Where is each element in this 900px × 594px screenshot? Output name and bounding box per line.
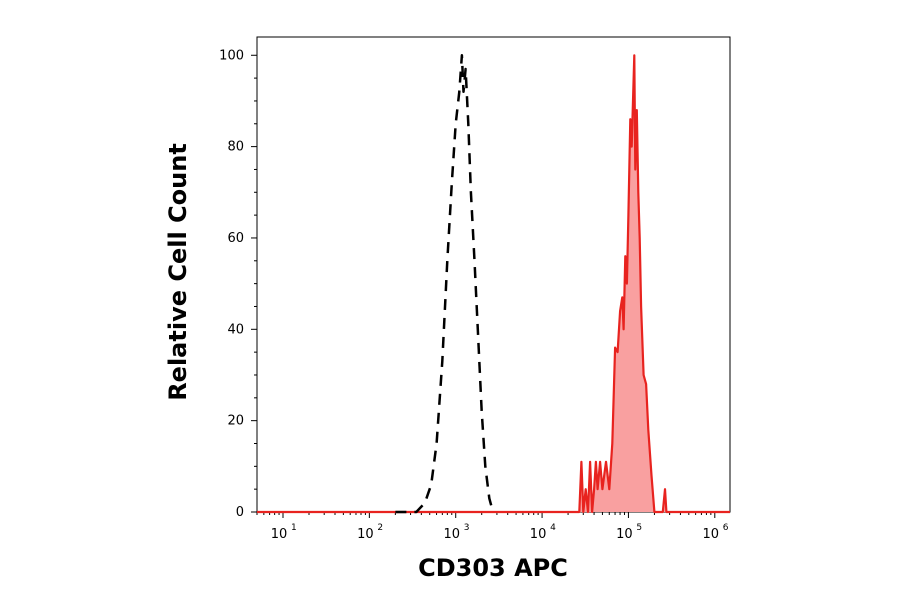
x-tick-label: 10 bbox=[443, 527, 460, 542]
x-axis-title: CD303 APC bbox=[418, 554, 568, 582]
x-tick-label: 10 bbox=[703, 527, 720, 542]
histogram-line-solid bbox=[257, 54, 730, 514]
y-tick-label: 20 bbox=[227, 414, 244, 429]
x-tick-label: 10 bbox=[271, 527, 288, 542]
x-tick-exponent: 6 bbox=[723, 523, 729, 533]
x-tick-exponent: 2 bbox=[377, 523, 383, 533]
y-axis-title: Relative Cell Count bbox=[164, 143, 192, 401]
y-tick-label: 0 bbox=[236, 505, 244, 520]
x-tick-label: 10 bbox=[530, 527, 547, 542]
histogram-fill bbox=[257, 55, 730, 513]
x-tick-exponent: 5 bbox=[636, 523, 642, 533]
series-group bbox=[257, 54, 730, 514]
x-tick-exponent: 4 bbox=[550, 523, 556, 533]
y-tick-label: 100 bbox=[219, 48, 244, 63]
x-tick-label: 10 bbox=[616, 527, 633, 542]
x-tick-exponent: 3 bbox=[464, 523, 470, 533]
histogram-line-dashed bbox=[395, 54, 495, 514]
y-tick-label: 60 bbox=[227, 231, 244, 246]
y-axis: 0 20 40 60 80 100 bbox=[219, 48, 257, 520]
plot-frame bbox=[256, 36, 731, 513]
y-tick-label: 40 bbox=[227, 322, 244, 337]
x-tick-exponent: 1 bbox=[291, 523, 297, 533]
y-tick-label: 80 bbox=[227, 140, 244, 155]
x-axis: 10 1 10 2 10 3 10 4 10 5 10 6 bbox=[256, 512, 729, 542]
x-tick-label: 10 bbox=[357, 527, 374, 542]
